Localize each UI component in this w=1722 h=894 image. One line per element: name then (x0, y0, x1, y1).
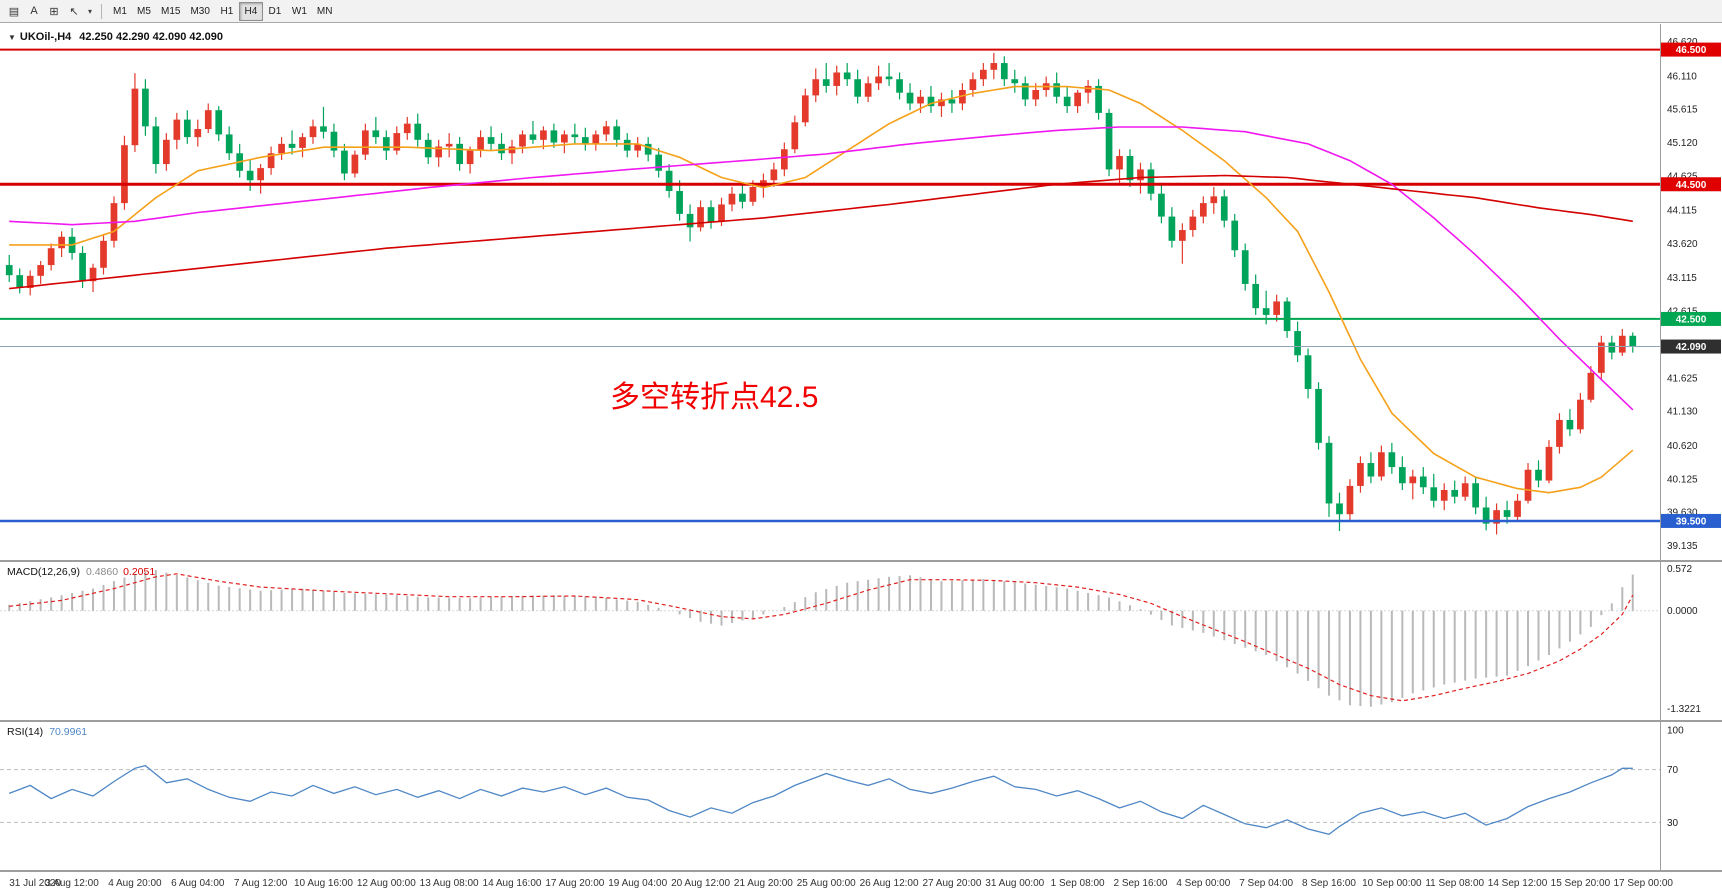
chart-window-icon[interactable]: ▤ (4, 2, 24, 21)
chart-background (0, 24, 1722, 894)
price-tick-label: 46.620 (1667, 37, 1698, 48)
time-tick-label: 7 Aug 12:00 (234, 878, 288, 889)
macd-axis-label: -1.3221 (1667, 704, 1701, 715)
symbol-ohlc-line: ▼ UKOil-,H4 42.250 42.290 42.090 42.090 (8, 31, 223, 43)
time-tick-label: 4 Aug 20:00 (108, 878, 162, 889)
price-tag-46500 (1661, 42, 1721, 57)
timeframe-button-h4[interactable]: H4 (238, 1, 263, 21)
candlestick-series (5, 52, 1637, 535)
rsi-axis-label: 70 (1667, 765, 1679, 776)
chart-annotation: 多空转折点42.5 (610, 381, 819, 414)
time-tick-label: 3 Aug 12:00 (45, 878, 99, 889)
price-tag-39500 (1661, 513, 1721, 528)
price-tick-label: 41.130 (1667, 407, 1698, 418)
symbol-collapse-icon[interactable]: ▼ (8, 33, 16, 42)
rsi-indicator-label: RSI(14) 70.9961 (7, 726, 87, 738)
time-tick-label: 12 Aug 00:00 (357, 878, 416, 889)
chart-canvas[interactable]: 46.620 46.110 45.615 45.120 44.625 44.115 43.6… (0, 24, 1722, 894)
macd-axis-label: 0.572 (1667, 564, 1692, 575)
time-tick-label: 25 Aug 00:00 (797, 878, 856, 889)
time-tick-label: 4 Sep 00:00 (1176, 878, 1230, 889)
rsi-line (8, 764, 1633, 836)
template-icon[interactable]: ⊞ (44, 2, 64, 21)
macd-signal-value: 0.2051 (123, 566, 156, 578)
time-tick-label: 14 Sep 12:00 (1488, 878, 1548, 889)
macd-signal-line (9, 573, 1634, 702)
time-tick-label: 27 Aug 20:00 (922, 878, 981, 889)
time-tick-label: 15 Sep 20:00 (1551, 878, 1611, 889)
cursor-text-icon[interactable]: A (24, 2, 44, 21)
time-tick-label: 11 Sep 08:00 (1425, 878, 1484, 889)
price-tick-label: 39.135 (1667, 541, 1698, 552)
ma-fast-orange (9, 85, 1634, 494)
time-tick-label: 6 Aug 04:00 (171, 878, 225, 889)
price-tag-current-label: 42.090 (1676, 342, 1707, 353)
time-tick-label: 14 Aug 16:00 (483, 878, 542, 889)
time-tick-label: 2 Sep 16:00 (1113, 878, 1167, 889)
macd-name: MACD(12,26,9) (7, 566, 80, 578)
ohlc-values: 42.250 42.290 42.090 42.090 (79, 31, 224, 43)
timeframe-button-m30[interactable]: M30 (185, 2, 214, 21)
time-tick-label: 13 Aug 08:00 (420, 878, 479, 889)
price-tick-label: 44.115 (1667, 206, 1697, 217)
timeframe-button-w1[interactable]: W1 (287, 2, 312, 21)
price-tick-label: 43.115 (1667, 273, 1697, 284)
ma-medium-magenta (9, 126, 1634, 411)
timeframe-button-m15[interactable]: M15 (156, 2, 185, 21)
price-tag-46500-label: 46.500 (1676, 45, 1707, 56)
timeframe-button-m1[interactable]: M1 (108, 2, 132, 21)
macd-histogram (8, 570, 1634, 707)
ma-slow-red (9, 174, 1633, 290)
timeframe-button-m5[interactable]: M5 (132, 2, 156, 21)
time-tick-label: 17 Aug 20:00 (545, 878, 604, 889)
price-tick-label: 39.630 (1667, 508, 1698, 519)
time-tick-label: 10 Aug 16:00 (294, 878, 353, 889)
time-tick-label: 21 Aug 20:00 (734, 878, 793, 889)
time-tick-label: 26 Aug 12:00 (860, 878, 919, 889)
price-tick-label: 45.615 (1667, 105, 1698, 116)
dropdown-caret-icon[interactable]: ▾ (85, 2, 95, 21)
rsi-axis-label: 100 (1667, 725, 1684, 736)
timeframe-button-d1[interactable]: D1 (263, 2, 287, 21)
price-axis[interactable]: 46.620 46.110 45.615 45.120 44.625 44.115 43.6… (1661, 37, 1721, 552)
price-tag-42500-label: 42.500 (1676, 314, 1707, 325)
price-tag-current (1661, 339, 1721, 354)
symbol-label: UKOil-,H4 (19, 31, 72, 43)
time-tick-label: 10 Sep 00:00 (1362, 878, 1422, 889)
macd-indicator-label: MACD(12,26,9) 0.4860 0.2051 (7, 566, 155, 578)
time-tick-label: 19 Aug 04:00 (608, 878, 667, 889)
timeframe-button-mn[interactable]: MN (312, 2, 338, 21)
price-tick-label: 43.620 (1667, 239, 1698, 250)
arrow-tools-icon[interactable]: ↖ (64, 2, 84, 21)
time-tick-label: 1 Sep 08:00 (1051, 878, 1105, 889)
macd-axis-label: 0.0000 (1667, 606, 1698, 617)
price-tick-label: 46.110 (1667, 71, 1697, 82)
price-tick-label: 40.125 (1667, 474, 1698, 485)
price-tick-label: 44.625 (1667, 171, 1698, 182)
price-tag-44500 (1661, 177, 1721, 192)
price-tag-42500 (1661, 311, 1721, 326)
price-tick-label: 41.625 (1667, 373, 1698, 384)
timeframe-group: M1 M5 M15 M30 H1 H4 D1 W1 MN (108, 1, 338, 21)
timeframe-button-h1[interactable]: H1 (215, 2, 239, 21)
price-tick-label: 40.620 (1667, 441, 1698, 452)
tool-icon-group: ▤ A ⊞ ↖ (4, 2, 84, 21)
macd-main-value: 0.4860 (85, 566, 119, 578)
time-tick-label: 17 Sep 00:00 (1613, 878, 1673, 889)
time-tick-label: 31 Jul 2020 (9, 878, 61, 889)
rsi-name: RSI(14) (7, 726, 44, 738)
toolbar-separator (101, 3, 102, 19)
price-tick-label: 45.120 (1667, 138, 1698, 149)
time-tick-label: 20 Aug 12:00 (671, 878, 730, 889)
time-tick-label: 7 Sep 04:00 (1239, 878, 1293, 889)
rsi-value: 70.9961 (49, 726, 88, 738)
rsi-axis-label: 30 (1667, 818, 1679, 829)
price-tag-39500-label: 39.500 (1676, 516, 1707, 527)
toolbar: ▤ A ⊞ ↖ ▾ M1 M5 M15 M30 H1 H4 D1 W1 MN (0, 0, 1722, 23)
time-tick-label: 8 Sep 16:00 (1302, 878, 1356, 889)
time-tick-label: 31 Aug 00:00 (985, 878, 1044, 889)
price-tag-44500-label: 44.500 (1676, 180, 1707, 191)
